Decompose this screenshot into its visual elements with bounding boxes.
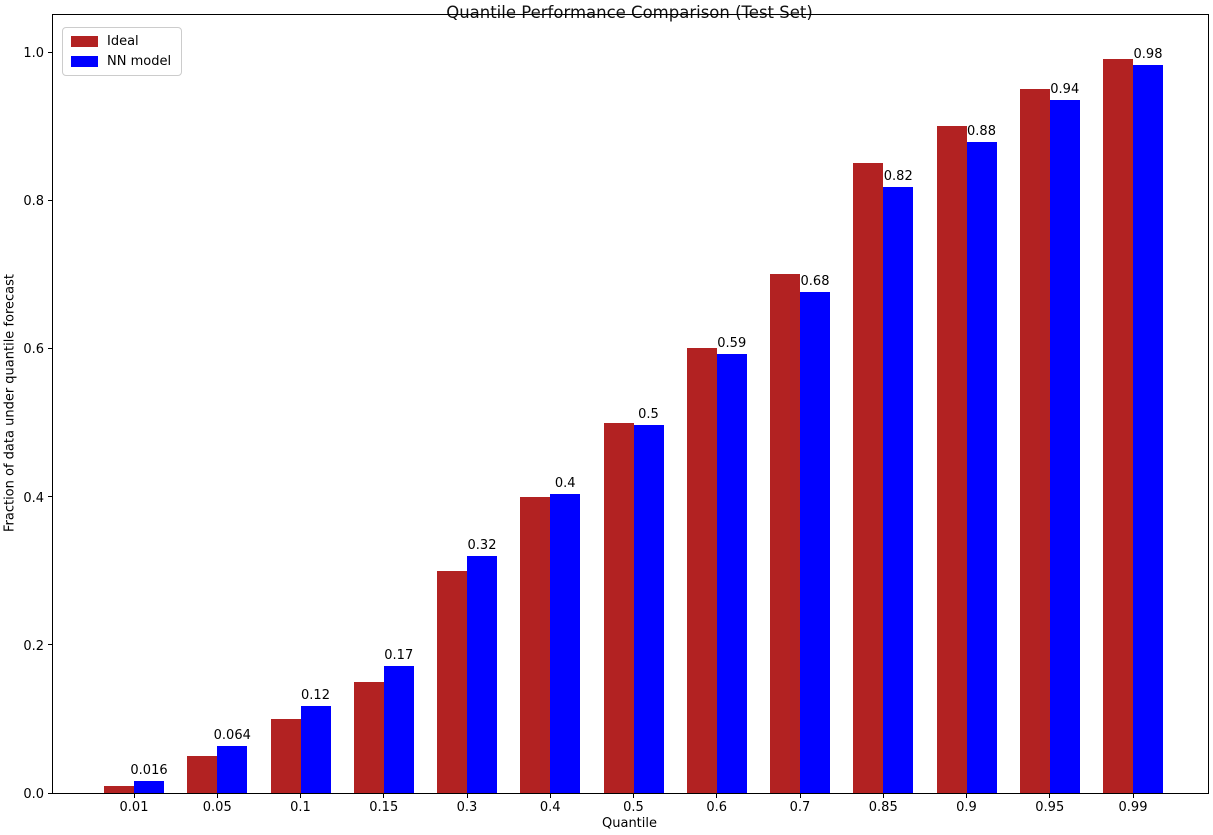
bar-nn-model	[633, 424, 664, 793]
bar-nn-model	[1133, 64, 1163, 793]
x-tick-label: 0.3	[456, 800, 478, 815]
x-tick-mark	[882, 793, 884, 798]
x-tick-mark	[383, 793, 385, 798]
bar-ideal	[270, 718, 301, 793]
y-tick-mark	[48, 644, 53, 646]
legend-entry-ideal: Ideal	[71, 34, 171, 49]
y-tick-label: 0.8	[23, 194, 44, 210]
x-tick-label: 0.5	[623, 800, 644, 815]
ideal-color-swatch	[71, 36, 98, 47]
y-tick-label: 0.2	[23, 638, 44, 654]
chart-title: Quantile Performance Comparison (Test Se…	[446, 3, 813, 22]
bar-ideal	[437, 570, 467, 793]
y-tick-mark	[48, 496, 53, 498]
bar-value-label: 0.32	[467, 537, 497, 553]
bar-nn-model	[217, 745, 248, 793]
x-tick-label: 0.85	[868, 800, 898, 815]
bar-value-label: 0.88	[967, 124, 996, 140]
bar-value-label: 0.17	[384, 648, 414, 664]
bar-ideal	[1103, 59, 1133, 793]
x-tick-mark	[549, 793, 551, 798]
y-tick-label: 1.0	[23, 46, 44, 62]
x-tick-mark	[133, 793, 135, 798]
x-tick-label: 0.7	[789, 800, 811, 815]
bar-nn-model	[467, 555, 497, 793]
bar-nn-model	[550, 494, 581, 793]
bar-nn-model	[716, 354, 747, 793]
legend: Ideal NN model	[62, 27, 183, 76]
x-tick-label: 0.01	[119, 800, 149, 815]
bar-ideal	[603, 422, 634, 793]
y-tick-mark	[48, 199, 53, 201]
x-tick-mark	[1049, 793, 1051, 798]
x-tick-label: 0.99	[1118, 800, 1148, 815]
bar-ideal	[936, 126, 967, 793]
bar-nn-model	[1049, 100, 1080, 793]
x-tick-mark	[633, 793, 634, 798]
bar-nn-model	[383, 666, 414, 793]
legend-label: NN model	[107, 54, 172, 69]
x-tick-mark	[300, 793, 301, 798]
y-tick-label: 0.0	[23, 787, 44, 802]
bar-ideal	[520, 496, 551, 793]
bar-nn-model	[800, 292, 830, 793]
x-tick-label: 0.9	[956, 800, 977, 815]
x-tick-label: 0.6	[706, 800, 728, 815]
bar-nn-model	[300, 706, 331, 793]
x-tick-label: 0.4	[539, 800, 561, 815]
bar-ideal	[104, 785, 134, 793]
x-tick-mark	[716, 793, 718, 798]
y-tick-mark	[48, 347, 53, 349]
legend-label: Ideal	[107, 34, 139, 49]
bar-ideal	[353, 681, 384, 793]
y-tick-label: 0.4	[23, 490, 44, 506]
y-tick-mark	[48, 792, 53, 794]
x-tick-mark	[466, 793, 468, 798]
bar-value-label: 0.94	[1050, 82, 1080, 98]
x-tick-label: 0.1	[290, 800, 311, 815]
bar-value-label: 0.98	[1133, 46, 1163, 62]
x-tick-mark	[1132, 793, 1134, 798]
bar-value-label: 0.68	[800, 274, 830, 290]
y-tick-mark	[48, 51, 53, 53]
bar-ideal	[187, 755, 218, 793]
bar-value-label: 0.82	[883, 168, 913, 184]
legend-entry-nn-model: NN model	[71, 54, 171, 69]
y-axis-label: Fraction of data under quantile forecast	[2, 273, 18, 533]
bar-nn-model	[966, 142, 997, 793]
bar-ideal	[770, 274, 800, 793]
bar-nn-model	[134, 781, 164, 793]
bar-ideal	[853, 163, 884, 793]
nn-model-color-swatch	[71, 56, 98, 67]
bar-value-label: 0.59	[717, 336, 747, 352]
bar-value-label: 0.4	[554, 476, 576, 492]
y-tick-label: 0.6	[23, 342, 44, 358]
bar-value-label: 0.064	[213, 727, 251, 743]
bar-value-label: 0.016	[130, 763, 168, 779]
x-tick-label: 0.05	[202, 800, 232, 815]
bar-ideal	[686, 348, 717, 793]
x-axis-label: Quantile	[602, 816, 657, 831]
x-tick-label: 0.15	[369, 800, 399, 815]
bar-ideal	[1019, 89, 1050, 793]
bar-value-label: 0.12	[301, 688, 330, 704]
plot-area: Ideal NN model 0.0 0.2 0.4 0.6 0.8 1.0 0.01 0.0…	[23, 14, 1209, 815]
bar-nn-model	[883, 186, 914, 793]
x-tick-mark	[216, 793, 218, 798]
bar-value-label: 0.5	[638, 406, 659, 422]
x-tick-mark	[799, 793, 801, 798]
x-tick-mark	[966, 793, 967, 798]
x-tick-label: 0.95	[1035, 800, 1065, 815]
